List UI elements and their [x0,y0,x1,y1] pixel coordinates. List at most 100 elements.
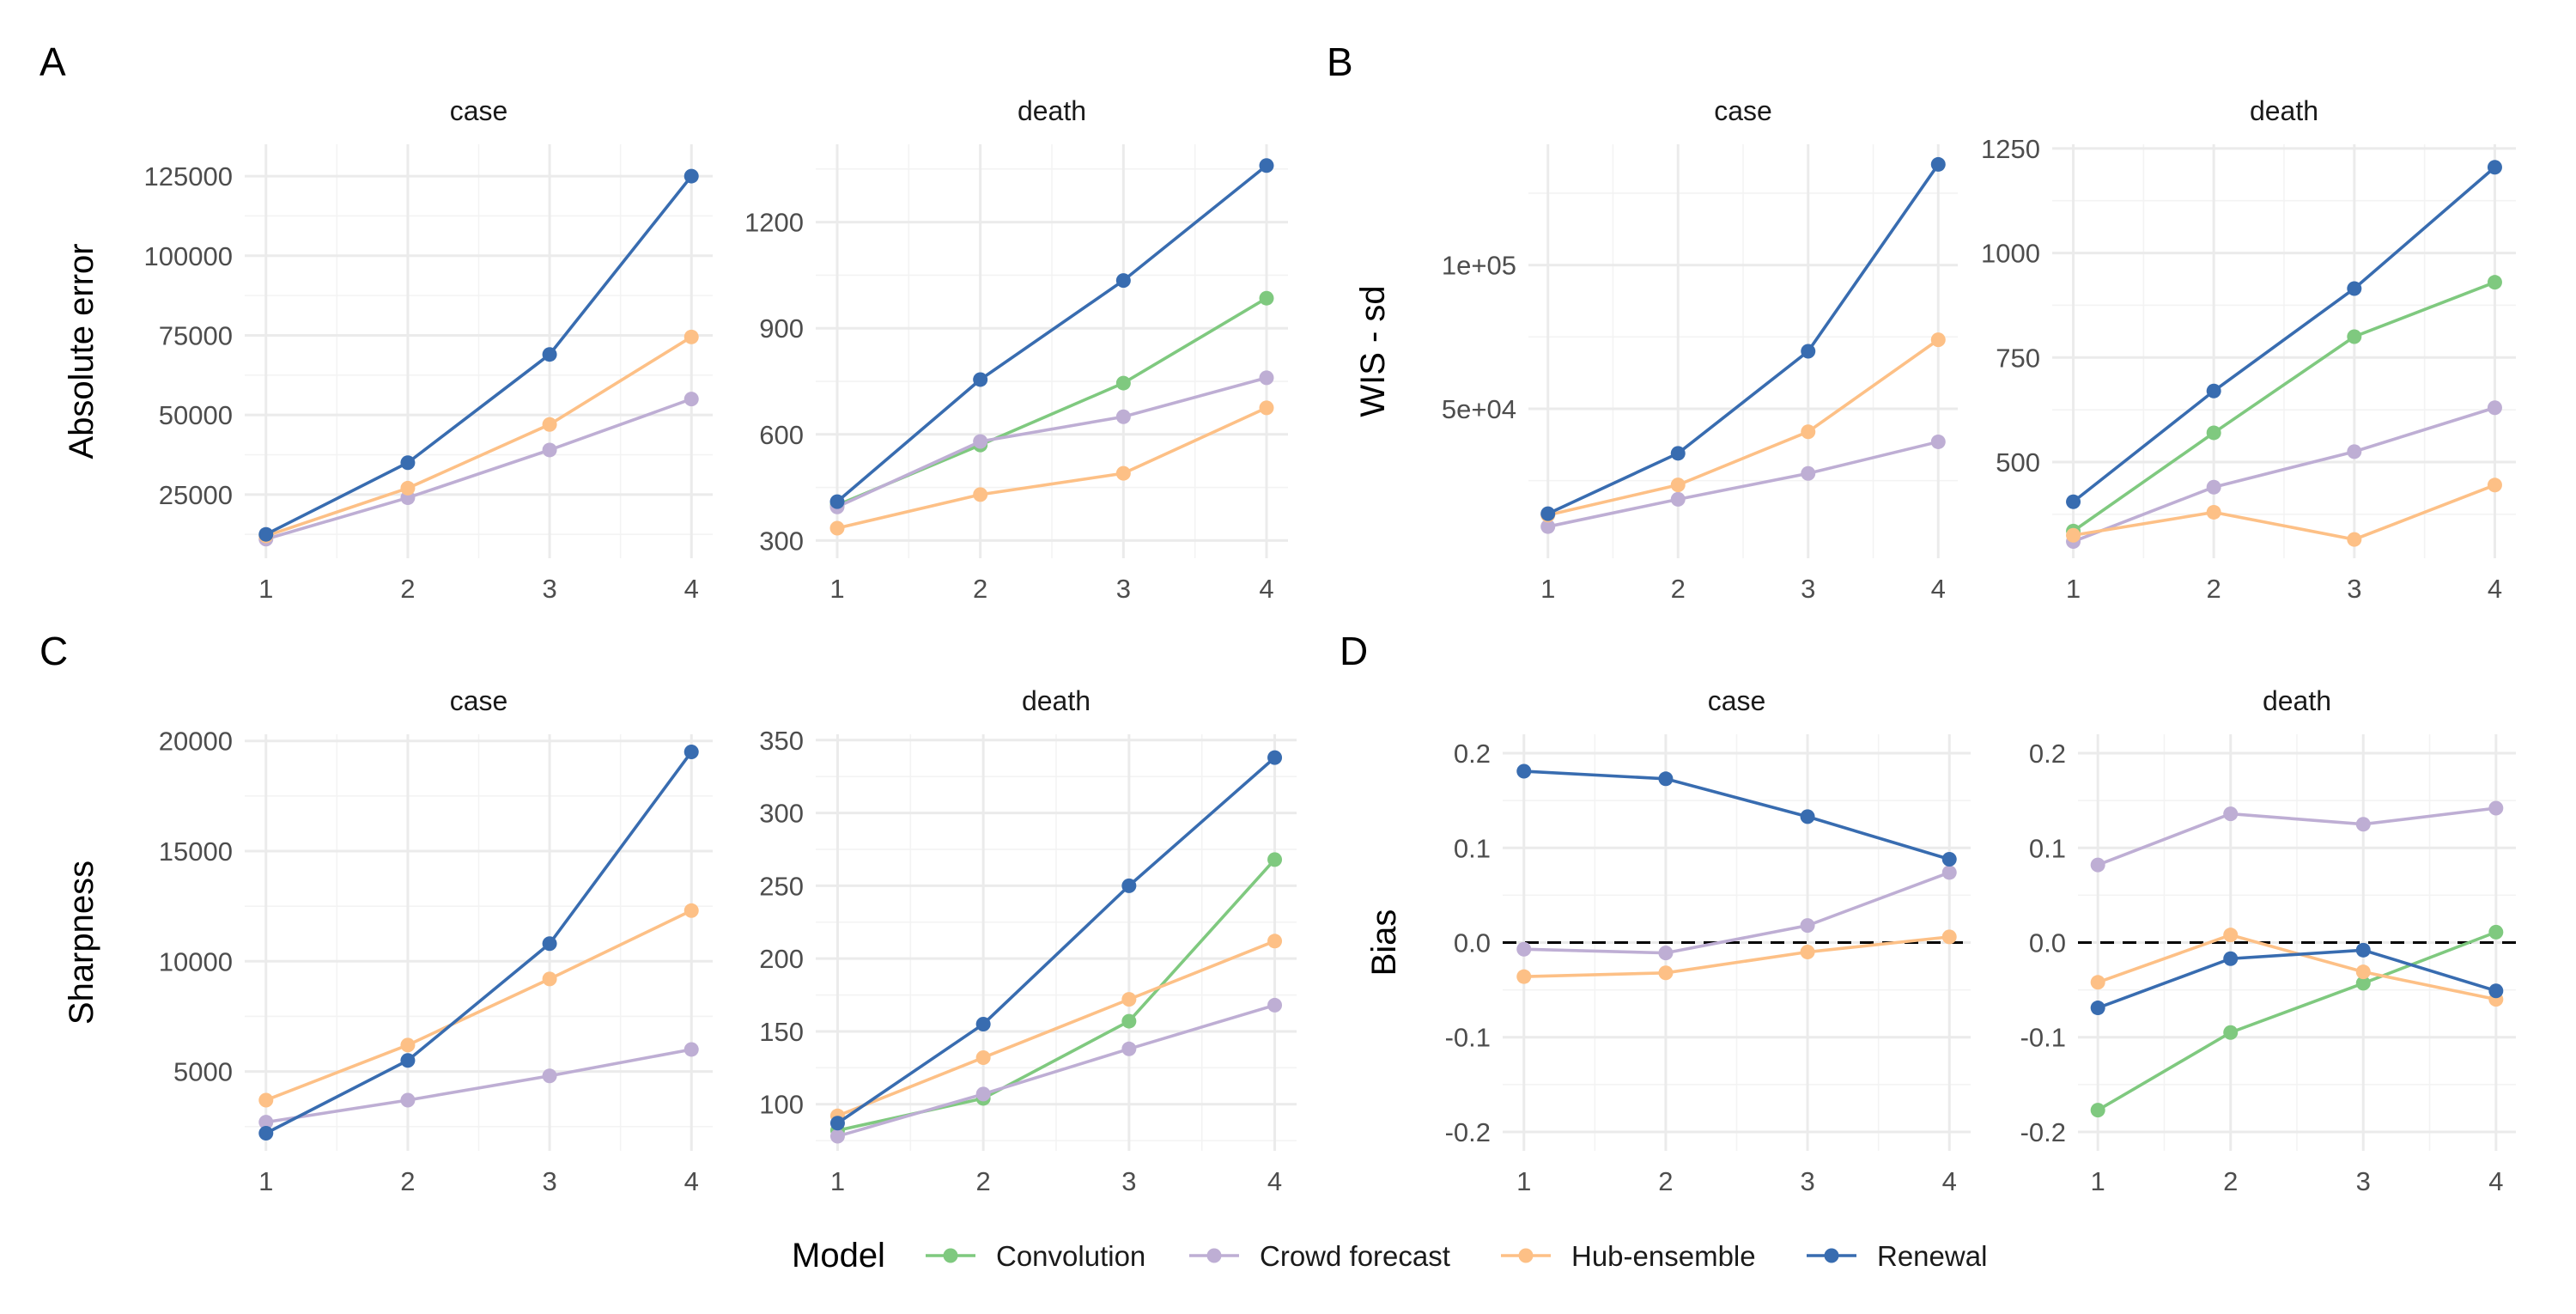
data-point [1540,519,1556,534]
series-line [836,940,1276,1117]
x-tick-label: 3 [1116,574,1131,604]
y-tick-label: 1e+05 [1442,251,1516,281]
facet-strip-label: case [450,685,508,716]
data-point [1267,997,1283,1013]
data-point [1540,506,1556,521]
x-tick-label: 2 [1671,574,1686,604]
series-renewal [2090,942,2504,1016]
series-crowd-forecast [829,997,1283,1144]
series-crowd-forecast [1516,865,1957,961]
data-point [2066,527,2081,543]
y-tick-label: 0.1 [1454,833,1491,863]
data-point [1121,1041,1137,1056]
data-point [1670,491,1686,507]
y-tick-label: 750 [1996,343,2040,373]
y-tick-label: -0.2 [1445,1117,1491,1147]
data-point [1670,446,1686,461]
facet-case: case 25000 50000 75000 100000 125000 1 2 3 4 [144,95,713,604]
data-point [973,487,988,502]
y-tick-label: 300 [759,799,804,829]
legend: Model Convolution Crowd forecast Hub-ensem… [792,1237,1987,1274]
data-point [1800,945,1815,960]
data-point [975,1016,991,1031]
facet-strip-label: death [2250,95,2318,126]
series-line [2097,806,2497,867]
y-tick-label: 0.1 [2029,833,2066,863]
data-point [1121,1013,1137,1029]
x-tick-label: 4 [1942,1166,1957,1196]
data-point [400,1092,416,1108]
data-point [2066,494,2081,509]
legend-item: Crowd forecast [1189,1240,1450,1272]
data-point [2487,478,2502,493]
data-point [975,1086,991,1102]
data-point [2355,964,2371,980]
data-point [1658,771,1674,787]
data-point [1267,750,1283,765]
x-tick-label: 4 [2488,1166,2503,1196]
data-point [542,936,557,952]
y-tick-label: 0.2 [1454,739,1491,769]
data-point [683,392,699,407]
data-point [2090,1001,2105,1016]
series-line [2072,280,2496,532]
series-line [835,164,1268,503]
facet-strip-label: death [1018,95,1086,126]
y-tick-label: 900 [759,313,804,344]
data-point [1115,465,1131,481]
data-point [2206,479,2221,495]
x-tick-label: 1 [2066,574,2081,604]
data-point [2355,942,2371,958]
legend-key-point [1824,1248,1839,1263]
x-tick-label: 4 [684,574,699,604]
facet-strip-label: case [1714,95,1772,126]
data-point [542,347,557,362]
y-tick-label: -0.1 [2020,1023,2066,1053]
series-crowd-forecast [2066,400,2502,550]
data-point [2223,928,2239,943]
series-crowd-forecast [2090,800,2504,873]
data-point [400,455,416,471]
data-point [2347,532,2362,547]
legend-label: Hub-ensemble [1571,1240,1756,1272]
series-hub-ensemble [1540,332,1946,523]
series-hub-ensemble [2066,478,2502,547]
series-renewal [829,750,1283,1131]
series-hub-ensemble [829,400,1274,536]
data-point [1670,478,1686,493]
y-tick-label: 10000 [159,946,233,976]
series-line [264,174,693,536]
x-tick-label: 2 [2207,574,2221,604]
data-point [829,1116,845,1131]
data-point [683,745,699,760]
legend-label: Crowd forecast [1260,1240,1450,1272]
panel-letter: C [39,629,68,673]
series-line [836,1003,1276,1138]
y-tick-label: 75000 [159,320,233,350]
data-point [2090,1103,2105,1118]
series-line [1523,871,1950,955]
x-tick-label: 1 [2091,1166,2105,1196]
data-point [1941,865,1957,880]
legend-title: Model [792,1237,885,1274]
facet-death: death -0.2 -0.1 0.0 0.1 0.2 1 2 3 4 [2020,685,2516,1196]
x-tick-label: 2 [400,1166,415,1196]
y-tick-label: 50000 [159,400,233,430]
series-line [836,376,1267,508]
series-renewal [1540,156,1946,521]
data-point [2487,275,2502,290]
x-tick-label: 1 [1516,1166,1531,1196]
data-point [2090,975,2105,990]
data-point [829,1128,845,1144]
data-point [542,971,557,987]
data-point [258,1115,274,1130]
legend-label: Convolution [996,1240,1145,1272]
data-point [1930,156,1946,172]
data-point [1801,424,1816,440]
data-point [1930,434,1946,449]
x-tick-label: 3 [1121,1166,1136,1196]
legend-key-point [1518,1248,1534,1263]
data-point [1800,809,1815,824]
data-point [2206,383,2221,398]
y-tick-label: 0.0 [2029,928,2066,958]
